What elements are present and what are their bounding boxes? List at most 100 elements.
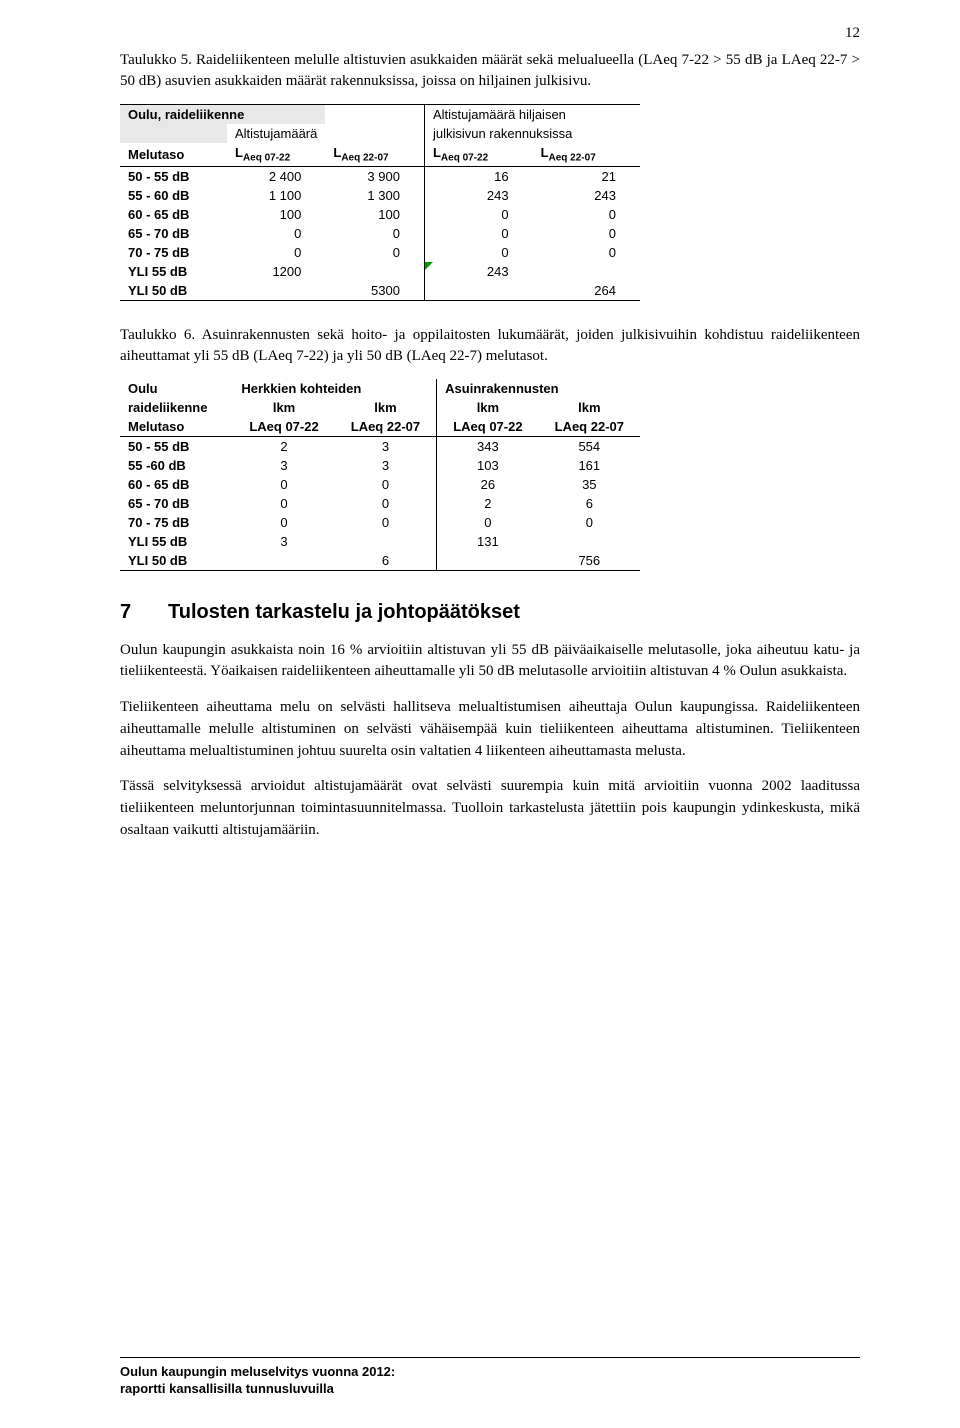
table-6: Oulu Herkkien kohteiden Asuinrakennusten…	[120, 379, 640, 571]
t1-yli55-c3: 243	[424, 262, 532, 281]
table-row: 65 - 70 dB 0 0 2 6	[120, 494, 640, 513]
t2-r0-c1: 2	[233, 436, 334, 456]
t2-r2-c2: 0	[335, 475, 437, 494]
t2-r2-c3: 26	[437, 475, 539, 494]
t2-r2-c4: 35	[539, 475, 640, 494]
t2-h-lkm4: lkm	[539, 398, 640, 417]
t2-h-c2: LAeq 22-07	[335, 417, 437, 437]
t2-h-melutaso: Melutaso	[120, 417, 233, 437]
t1-r2-c2: 100	[325, 205, 424, 224]
t2-r4-label: 70 - 75 dB	[120, 513, 233, 532]
t2-yli55-c1: 3	[233, 532, 334, 551]
table-row: 65 - 70 dB 0 0 0 0	[120, 224, 640, 243]
table-row-yli55: YLI 55 dB 3 131	[120, 532, 640, 551]
t2-r2-c1: 0	[233, 475, 334, 494]
t2-h-lkm2: lkm	[335, 398, 437, 417]
table-row: 50 - 55 dB 2 3 343 554	[120, 436, 640, 456]
t1-yli50-label: YLI 50 dB	[120, 281, 227, 301]
t2-r3-c1: 0	[233, 494, 334, 513]
section-title: Tulosten tarkastelu ja johtopäätökset	[168, 601, 520, 623]
paragraph-2: Tieliikenteen aiheuttama melu on selväst…	[120, 697, 860, 762]
t2-r2-label: 60 - 65 dB	[120, 475, 233, 494]
t2-r1-c1: 3	[233, 456, 334, 475]
t1-r4-c1: 0	[227, 243, 325, 262]
t1-r1-c4: 243	[533, 186, 640, 205]
t2-h-lkm1: lkm	[233, 398, 334, 417]
t1-header-julkis: julkisivun rakennuksissa	[424, 124, 640, 143]
t2-r1-c3: 103	[437, 456, 539, 475]
t1-h-c3: LAeq 07-22	[424, 143, 532, 166]
t1-h-melutaso: Melutaso	[120, 143, 227, 166]
t2-h-oulu: Oulu	[120, 379, 233, 398]
t2-h-asuin: Asuinrakennusten	[437, 379, 640, 398]
t2-yli50-label: YLI 50 dB	[120, 551, 233, 571]
table-row: 60 - 65 dB 0 0 26 35	[120, 475, 640, 494]
t2-r4-c4: 0	[539, 513, 640, 532]
t2-h-raide: raideliikenne	[120, 398, 233, 417]
t1-header-altistu: Altistujamäärä	[227, 124, 424, 143]
paragraph-1: Oulun kaupungin asukkaista noin 16 % arv…	[120, 640, 860, 684]
section-heading: 7Tulosten tarkastelu ja johtopäätökset	[120, 601, 860, 624]
t2-h-herk: Herkkien kohteiden	[233, 379, 436, 398]
table-row: 70 - 75 dB 0 0 0 0	[120, 243, 640, 262]
table-row: 55 -60 dB 3 3 103 161	[120, 456, 640, 475]
footer-line-1: Oulun kaupungin meluselvitys vuonna 2012…	[120, 1364, 860, 1381]
t1-r0-c2: 3 900	[325, 166, 424, 186]
t1-r2-label: 60 - 65 dB	[120, 205, 227, 224]
caption-table-6: Taulukko 6. Asuinrakennusten sekä hoito-…	[120, 325, 860, 367]
t1-h-c1: LAeq 07-22	[227, 143, 325, 166]
table-row-yli50: YLI 50 dB 6 756	[120, 551, 640, 571]
t2-r0-c3: 343	[437, 436, 539, 456]
t1-r3-label: 65 - 70 dB	[120, 224, 227, 243]
t2-r3-c2: 0	[335, 494, 437, 513]
t2-r3-label: 65 - 70 dB	[120, 494, 233, 513]
table-row: 70 - 75 dB 0 0 0 0	[120, 513, 640, 532]
t2-r1-c2: 3	[335, 456, 437, 475]
t1-r4-label: 70 - 75 dB	[120, 243, 227, 262]
page-footer: Oulun kaupungin meluselvitys vuonna 2012…	[120, 1357, 860, 1398]
table-row: 60 - 65 dB 100 100 0 0	[120, 205, 640, 224]
t1-r3-c3: 0	[424, 224, 532, 243]
t2-r0-c4: 554	[539, 436, 640, 456]
t2-r0-label: 50 - 55 dB	[120, 436, 233, 456]
t1-r0-label: 50 - 55 dB	[120, 166, 227, 186]
t1-header-right: Altistujamäärä hiljaisen	[424, 105, 640, 125]
section-number: 7	[120, 601, 168, 624]
t1-r2-c4: 0	[533, 205, 640, 224]
t1-yli50-c2: 5300	[325, 281, 424, 301]
t1-r0-c3: 16	[424, 166, 532, 186]
t1-yli50-c4: 264	[533, 281, 640, 301]
t2-h-c1: LAeq 07-22	[233, 417, 334, 437]
t1-yli55-c1: 1200	[227, 262, 325, 281]
t2-r3-c3: 2	[437, 494, 539, 513]
t2-h-c4: LAeq 22-07	[539, 417, 640, 437]
t2-yli50-c2: 6	[335, 551, 437, 571]
t1-r3-c4: 0	[533, 224, 640, 243]
t2-r4-c2: 0	[335, 513, 437, 532]
paragraph-3: Tässä selvityksessä arvioidut altistujam…	[120, 776, 860, 841]
page-number: 12	[845, 25, 860, 42]
t2-r4-c1: 0	[233, 513, 334, 532]
table-5: Oulu, raideliikenne Altistujamäärä hilja…	[120, 104, 640, 301]
t1-r3-c2: 0	[325, 224, 424, 243]
t1-r1-c1: 1 100	[227, 186, 325, 205]
t1-r4-c2: 0	[325, 243, 424, 262]
t1-r1-c2: 1 300	[325, 186, 424, 205]
table-row-yli50: YLI 50 dB 5300 264	[120, 281, 640, 301]
table-row: 55 - 60 dB 1 100 1 300 243 243	[120, 186, 640, 205]
t1-r3-c1: 0	[227, 224, 325, 243]
t2-r1-label: 55 -60 dB	[120, 456, 233, 475]
caption-table-5: Taulukko 5. Raideliikenteen melulle alti…	[120, 50, 860, 92]
t2-r1-c4: 161	[539, 456, 640, 475]
t1-r2-c1: 100	[227, 205, 325, 224]
t2-yli55-c3: 131	[437, 532, 539, 551]
t2-h-lkm3: lkm	[437, 398, 539, 417]
footer-line-2: raportti kansallisilla tunnusluvuilla	[120, 1381, 860, 1398]
table-row-yli55: YLI 55 dB 1200 243	[120, 262, 640, 281]
t2-yli55-label: YLI 55 dB	[120, 532, 233, 551]
t1-header-left: Oulu, raideliikenne	[120, 105, 325, 125]
t2-yli50-c4: 756	[539, 551, 640, 571]
t2-r4-c3: 0	[437, 513, 539, 532]
t1-r0-c4: 21	[533, 166, 640, 186]
t1-r1-label: 55 - 60 dB	[120, 186, 227, 205]
